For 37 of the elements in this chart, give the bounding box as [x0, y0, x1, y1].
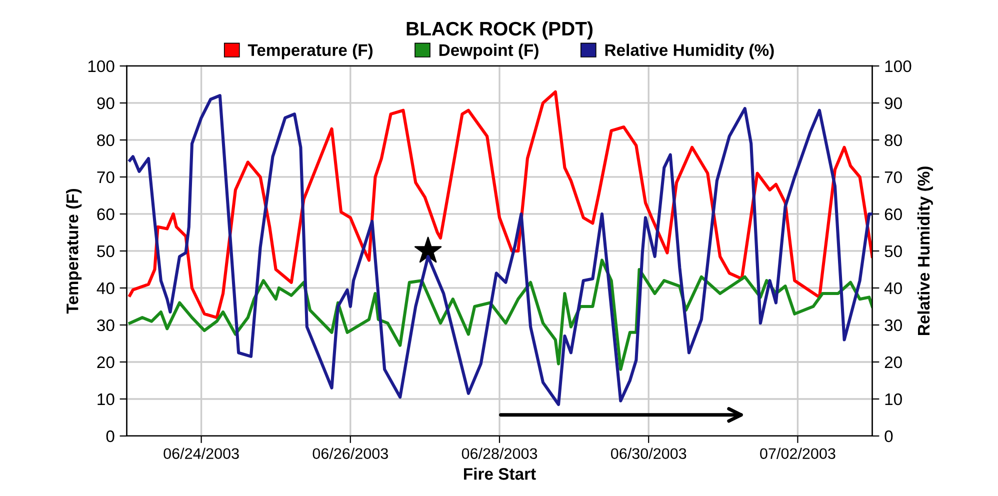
line-series [128, 94, 872, 406]
y2-tick-label: 30 [884, 319, 902, 332]
y2-tick-label: 90 [884, 97, 902, 110]
y-tick-label: 50 [97, 245, 114, 258]
y-tick-label: 0 [106, 430, 114, 442]
y-axis-title: Temperature (F) [66, 188, 82, 314]
y-tick-label: 70 [97, 171, 114, 184]
line-series [128, 90, 872, 320]
y-tick-label: 10 [98, 393, 114, 406]
x-tick-label: 06/24/2003 [164, 448, 239, 460]
y2-tick-label: 0 [884, 430, 893, 442]
chart-title: BLACK ROCK (PDT) [406, 21, 593, 40]
y2-axis-title: Relative Humidity (%) [917, 166, 933, 336]
y2-tick-label: 20 [884, 356, 902, 368]
y2-tick-label: 60 [884, 208, 902, 220]
y2-tick-label: 40 [884, 282, 902, 294]
y2-tick-label: 80 [884, 134, 902, 146]
legend-label: Dewpoint (F) [439, 44, 538, 60]
y-tick-label: 80 [97, 134, 114, 146]
y-tick-label: 60 [97, 208, 114, 220]
line-series [128, 258, 872, 371]
y2-tick-label: 70 [884, 171, 902, 184]
y-tick-label: 20 [97, 356, 114, 368]
y2-tick-label: 50 [884, 245, 902, 258]
y-tick-label: 40 [96, 282, 114, 294]
legend-label: Temperature (F) [248, 44, 373, 60]
y2-tick-label: 10 [885, 393, 902, 406]
x-axis-title: Fire Start [464, 468, 536, 480]
x-tick-label: 06/28/2003 [462, 448, 538, 460]
y2-tick-label: 100 [885, 60, 912, 72]
x-tick-label: 07/02/2003 [760, 448, 836, 460]
x-tick-label: 06/30/2003 [610, 448, 686, 460]
x-tick-label: 06/26/2003 [312, 448, 388, 460]
y-tick-label: 100 [88, 60, 114, 72]
y-tick-label: 90 [97, 97, 114, 110]
y-tick-label: 30 [97, 319, 114, 332]
legend-label: Relative Humidity (%) [605, 44, 774, 60]
